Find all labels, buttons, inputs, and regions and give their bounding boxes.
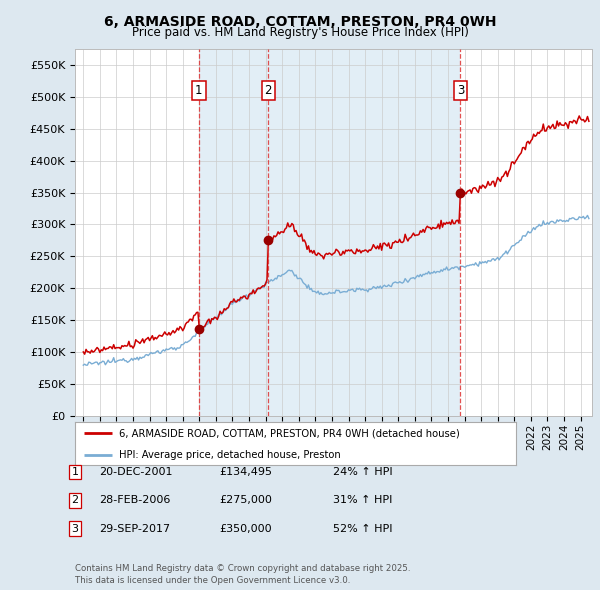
Text: 2: 2 (265, 84, 272, 97)
Text: 6, ARMASIDE ROAD, COTTAM, PRESTON, PR4 0WH (detached house): 6, ARMASIDE ROAD, COTTAM, PRESTON, PR4 0… (119, 428, 460, 438)
Text: 3: 3 (457, 84, 464, 97)
Text: 28-FEB-2006: 28-FEB-2006 (99, 496, 170, 505)
Text: 1: 1 (195, 84, 203, 97)
Text: 24% ↑ HPI: 24% ↑ HPI (333, 467, 392, 477)
Text: 29-SEP-2017: 29-SEP-2017 (99, 524, 170, 533)
Text: Price paid vs. HM Land Registry's House Price Index (HPI): Price paid vs. HM Land Registry's House … (131, 26, 469, 39)
Text: 6, ARMASIDE ROAD, COTTAM, PRESTON, PR4 0WH: 6, ARMASIDE ROAD, COTTAM, PRESTON, PR4 0… (104, 15, 496, 30)
Text: 52% ↑ HPI: 52% ↑ HPI (333, 524, 392, 533)
Text: £275,000: £275,000 (219, 496, 272, 505)
Text: £134,495: £134,495 (219, 467, 272, 477)
Text: 31% ↑ HPI: 31% ↑ HPI (333, 496, 392, 505)
Text: 20-DEC-2001: 20-DEC-2001 (99, 467, 173, 477)
Text: 1: 1 (71, 467, 79, 477)
Bar (268, 49, 460, 416)
Text: 2: 2 (71, 496, 79, 505)
Text: £350,000: £350,000 (219, 524, 272, 533)
Text: 3: 3 (71, 524, 79, 533)
Bar (199, 49, 268, 416)
Text: HPI: Average price, detached house, Preston: HPI: Average price, detached house, Pres… (119, 450, 341, 460)
Text: Contains HM Land Registry data © Crown copyright and database right 2025.
This d: Contains HM Land Registry data © Crown c… (75, 564, 410, 585)
